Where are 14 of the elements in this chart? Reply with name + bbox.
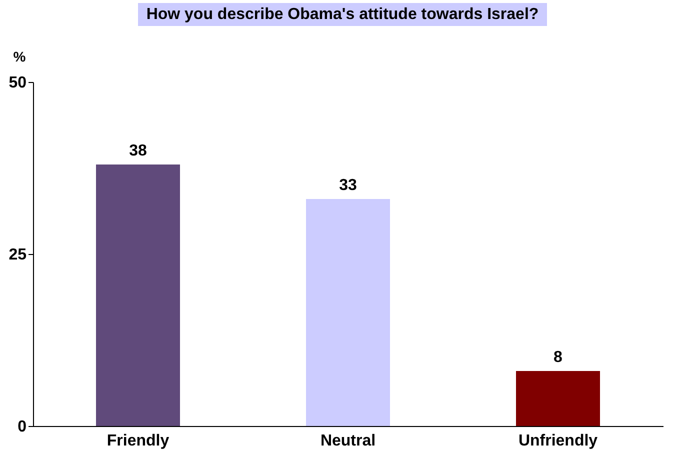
data-label: 33: [339, 176, 357, 194]
y-tick-label: 25: [8, 246, 27, 264]
y-tick-label: 50: [8, 74, 27, 92]
y-tick-label: 0: [18, 418, 27, 436]
x-tick-label: Friendly: [106, 432, 170, 450]
bar: [96, 164, 180, 426]
y-axis-title: %: [13, 48, 26, 64]
chart-title: How you describe Obama's attitude towards Israel?: [138, 3, 547, 26]
data-label: 8: [554, 348, 563, 366]
x-tick-label: Neutral: [320, 432, 376, 450]
bar: [306, 198, 390, 426]
data-label: 38: [129, 142, 147, 160]
bar: [516, 370, 600, 426]
x-tick-label: Unfriendly: [518, 432, 598, 450]
